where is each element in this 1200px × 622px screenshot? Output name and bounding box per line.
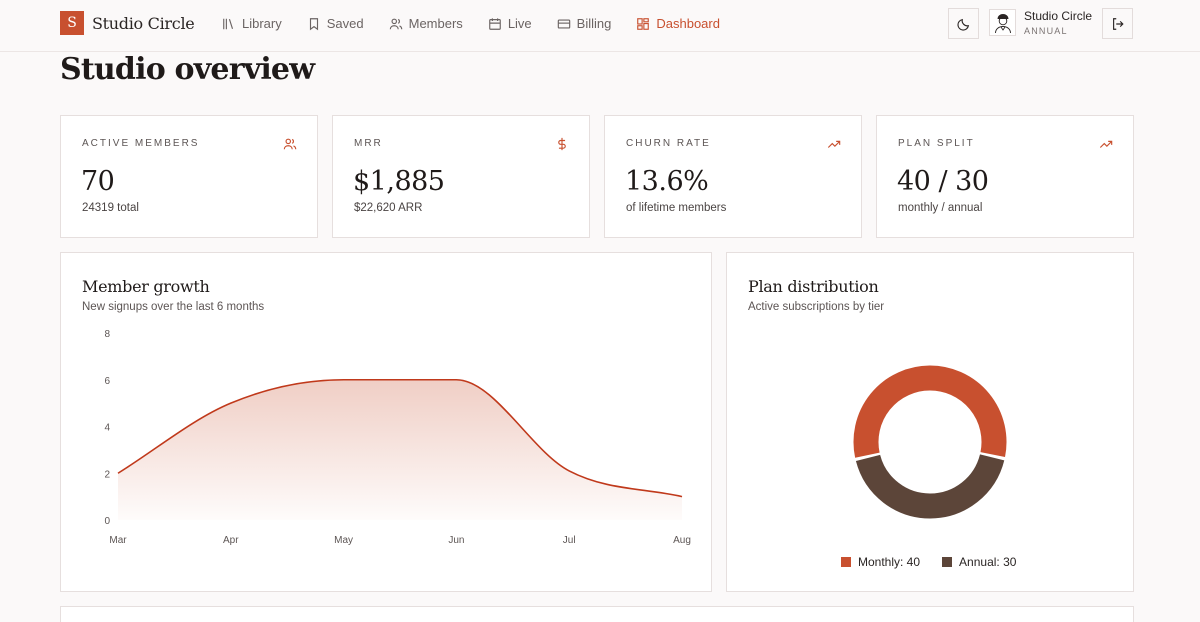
stat-sub: monthly / annual bbox=[898, 202, 983, 214]
stat-sub: of lifetime members bbox=[626, 202, 727, 214]
moon-icon bbox=[956, 18, 969, 31]
member-growth-panel: Member growth New signups over the last … bbox=[60, 252, 712, 592]
trend-up-icon bbox=[827, 140, 841, 148]
nav-item-dashboard[interactable]: Dashboard bbox=[636, 16, 720, 31]
brand-logo: S bbox=[60, 11, 84, 35]
nav-item-live[interactable]: Live bbox=[488, 16, 532, 31]
theme-toggle-button[interactable] bbox=[948, 8, 979, 39]
pie-slice-monthly bbox=[853, 365, 1007, 458]
bookmark-icon bbox=[309, 17, 318, 30]
stat-sub: $22,620 ARR bbox=[354, 202, 423, 214]
nav-item-library[interactable]: Library bbox=[222, 16, 282, 31]
x-tick-label: Jun bbox=[448, 535, 464, 546]
logout-icon bbox=[1112, 17, 1124, 30]
nav-item-label: Live bbox=[507, 16, 532, 31]
series-area bbox=[118, 379, 682, 520]
x-tick-label: Aug bbox=[673, 535, 691, 546]
stat-value: 40 / 30 bbox=[897, 166, 989, 197]
nav-item-label: Dashboard bbox=[656, 16, 720, 31]
series-line bbox=[117, 378, 683, 498]
brand[interactable]: S Studio Circle bbox=[60, 11, 195, 35]
nav-item-label: Members bbox=[408, 16, 463, 31]
chart-legend: Monthly: 40 Annual: 30 bbox=[841, 555, 1038, 569]
main-nav: Library Saved Members Live Billing Dashb… bbox=[222, 16, 745, 31]
stat-label: PLAN SPLIT bbox=[898, 138, 975, 149]
y-tick-label: 4 bbox=[104, 423, 110, 434]
legend-label: Annual: 30 bbox=[959, 555, 1017, 569]
top-bar: S Studio Circle Library Saved Members Li… bbox=[0, 0, 1200, 52]
nav-item-saved[interactable]: Saved bbox=[307, 16, 364, 31]
nav-item-label: Billing bbox=[576, 16, 612, 31]
legend-item-monthly: Monthly: 40 bbox=[841, 555, 920, 569]
nav-item-members[interactable]: Members bbox=[389, 16, 463, 31]
stat-card-churn-rate: CHURN RATE 13.6% of lifetime members bbox=[604, 115, 862, 238]
stat-label: MRR bbox=[354, 138, 383, 149]
page-title: Studio overview bbox=[60, 52, 315, 87]
credit-card-icon bbox=[557, 18, 570, 29]
stat-card-active-members: ACTIVE MEMBERS 70 24319 total bbox=[60, 115, 318, 238]
dashboard-icon bbox=[637, 17, 650, 30]
x-tick-label: Mar bbox=[109, 535, 127, 546]
nav-item-label: Saved bbox=[326, 16, 364, 31]
logout-button[interactable] bbox=[1102, 8, 1133, 39]
avatar-illustration-icon bbox=[994, 13, 1011, 33]
nav-item-label: Library bbox=[242, 16, 282, 31]
y-tick-label: 2 bbox=[104, 469, 110, 480]
pie-slice-annual bbox=[855, 453, 1005, 519]
avatar bbox=[989, 9, 1016, 36]
users-icon bbox=[389, 18, 402, 29]
stat-value: $1,885 bbox=[353, 166, 445, 197]
x-tick-label: May bbox=[334, 535, 353, 546]
y-tick-label: 8 bbox=[104, 329, 110, 340]
trend-up-icon bbox=[1099, 140, 1113, 148]
plan-distribution-chart bbox=[853, 365, 1007, 519]
panel-subtitle: New signups over the last 6 months bbox=[82, 301, 265, 313]
x-tick-label: Jul bbox=[563, 535, 576, 546]
user-name: Studio Circle bbox=[1024, 9, 1093, 23]
calendar-icon bbox=[488, 17, 501, 30]
stat-value: 13.6% bbox=[625, 166, 709, 197]
dollar-icon bbox=[558, 137, 566, 151]
panel-subtitle: Active subscriptions by tier bbox=[748, 301, 885, 313]
brand-name: Studio Circle bbox=[92, 13, 195, 33]
users-icon bbox=[283, 138, 297, 150]
y-tick-label: 6 bbox=[104, 376, 110, 387]
x-tick-label: Apr bbox=[223, 535, 239, 546]
nav-item-billing[interactable]: Billing bbox=[557, 16, 612, 31]
legend-swatch bbox=[841, 557, 851, 567]
legend-swatch bbox=[942, 557, 953, 567]
y-tick-label: 0 bbox=[104, 516, 110, 527]
stat-label: ACTIVE MEMBERS bbox=[82, 138, 200, 149]
stat-card-mrr: MRR $1,885 $22,620 ARR bbox=[332, 115, 590, 238]
user-menu[interactable]: Studio Circle ANNUAL bbox=[989, 9, 1092, 36]
panel-title: Member growth bbox=[82, 277, 210, 296]
member-growth-chart: 0 2 4 6 8 Mar Apr May Jun Jul Aug bbox=[104, 329, 691, 546]
bottom-panel bbox=[60, 606, 1134, 622]
user-plan: ANNUAL bbox=[1024, 26, 1068, 36]
legend-label: Monthly: 40 bbox=[858, 555, 921, 569]
stat-card-plan-split: PLAN SPLIT 40 / 30 monthly / annual bbox=[876, 115, 1134, 238]
legend-item-annual: Annual: 30 bbox=[942, 555, 1016, 569]
stat-value: 70 bbox=[81, 166, 115, 197]
stat-sub: 24319 total bbox=[82, 202, 139, 214]
panel-title: Plan distribution bbox=[748, 277, 879, 296]
stat-label: CHURN RATE bbox=[626, 138, 711, 149]
library-icon bbox=[223, 18, 234, 29]
user-info: Studio Circle ANNUAL bbox=[1024, 9, 1092, 36]
plan-distribution-panel: Plan distribution Active subscriptions b… bbox=[726, 252, 1134, 592]
